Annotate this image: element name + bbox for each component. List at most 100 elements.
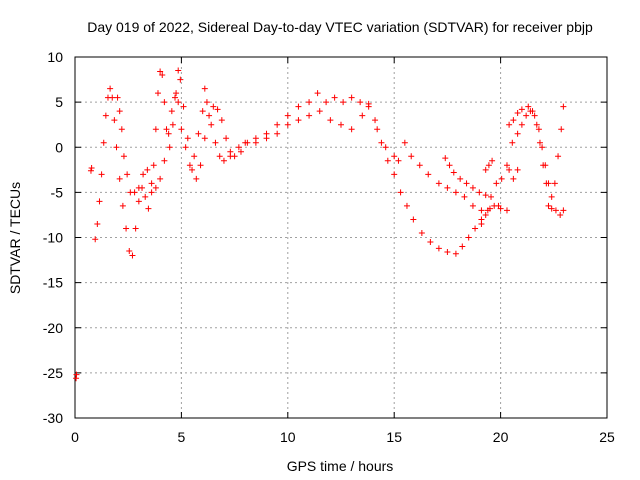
- data-point-marker: [340, 99, 347, 106]
- data-point-marker: [274, 121, 281, 128]
- data-point-marker: [391, 171, 398, 178]
- data-point-marker: [539, 144, 546, 151]
- x-tick-label: 10: [280, 429, 296, 445]
- data-point-marker: [129, 252, 136, 259]
- data-point-marker: [469, 184, 476, 191]
- data-points: [73, 67, 567, 382]
- data-point-marker: [252, 139, 259, 146]
- data-point-marker: [560, 103, 567, 110]
- data-point-marker: [548, 193, 555, 200]
- data-point-marker: [94, 220, 101, 227]
- data-point-marker: [331, 94, 338, 101]
- data-point-marker: [442, 155, 449, 162]
- data-point-marker: [87, 167, 94, 174]
- series-pass-f: [482, 157, 496, 173]
- data-point-marker: [274, 130, 281, 137]
- data-point-marker: [182, 144, 189, 151]
- data-point-marker: [135, 184, 142, 191]
- data-point-marker: [206, 112, 213, 119]
- series-pass-a: [73, 371, 80, 382]
- data-point-marker: [531, 112, 538, 119]
- series-pass-b: [87, 165, 95, 174]
- data-point-marker: [410, 216, 417, 223]
- data-point-marker: [535, 126, 542, 133]
- data-point-marker: [359, 112, 366, 119]
- data-point-marker: [184, 135, 191, 142]
- data-point-marker: [178, 126, 185, 133]
- data-point-marker: [391, 153, 398, 160]
- data-point-marker: [218, 117, 225, 124]
- series-pass-h: [506, 166, 521, 182]
- data-point-marker: [148, 189, 155, 196]
- data-point-marker: [478, 220, 485, 227]
- data-point-marker: [476, 189, 483, 196]
- data-point-marker: [529, 108, 536, 115]
- data-point-marker: [123, 225, 130, 232]
- data-point-marker: [469, 202, 476, 209]
- data-point-marker: [201, 135, 208, 142]
- data-point-marker: [242, 139, 249, 146]
- data-point-marker: [446, 162, 453, 169]
- axis-ticks: 0 5 10 15 20 25 -30 -25 -20 -15 -10 -5 0 5 10: [43, 49, 615, 445]
- grid: [75, 57, 607, 418]
- data-point-marker: [348, 94, 355, 101]
- data-point-marker: [401, 139, 408, 146]
- data-point-marker: [397, 189, 404, 196]
- data-point-marker: [489, 157, 496, 164]
- data-point-marker: [88, 165, 95, 172]
- data-point-marker: [435, 245, 442, 252]
- data-point-marker: [116, 108, 123, 115]
- data-point-marker: [165, 130, 172, 137]
- data-point-marker: [314, 90, 321, 97]
- data-point-marker: [338, 121, 344, 128]
- data-point-marker: [284, 112, 291, 119]
- data-point-marker: [73, 371, 80, 378]
- series-pass-i: [506, 103, 567, 218]
- data-point-marker: [509, 139, 516, 146]
- data-point-marker: [384, 157, 391, 164]
- data-point-marker: [154, 90, 161, 97]
- data-point-marker: [506, 121, 513, 128]
- data-point-marker: [548, 205, 555, 212]
- data-point-marker: [169, 121, 176, 128]
- data-point-marker: [214, 106, 221, 113]
- data-point-marker: [525, 103, 532, 110]
- data-point-marker: [168, 108, 175, 115]
- data-point-marker: [536, 139, 543, 146]
- data-point-marker: [518, 106, 525, 113]
- data-point-marker: [199, 108, 206, 115]
- data-point-marker: [150, 162, 157, 169]
- data-point-marker: [365, 103, 372, 110]
- data-point-marker: [488, 193, 495, 200]
- data-point-marker: [107, 85, 114, 92]
- data-point-marker: [503, 162, 510, 169]
- y-tick-label: 10: [47, 49, 63, 65]
- data-point-marker: [533, 121, 540, 128]
- x-tick-label: 20: [493, 429, 509, 445]
- data-point-marker: [403, 202, 410, 209]
- data-point-marker: [461, 193, 468, 200]
- data-point-marker: [382, 144, 389, 151]
- data-point-marker: [306, 99, 313, 106]
- data-point-marker: [452, 250, 459, 257]
- data-point-marker: [348, 126, 355, 133]
- data-point-marker: [510, 117, 517, 124]
- data-point-marker: [452, 189, 459, 196]
- data-point-marker: [450, 169, 457, 176]
- data-point-marker: [172, 94, 179, 101]
- data-point-marker: [552, 207, 559, 214]
- data-point-marker: [132, 225, 139, 232]
- data-point-marker: [558, 126, 565, 133]
- data-point-marker: [161, 99, 168, 106]
- data-point-marker: [557, 211, 564, 218]
- data-point-marker: [306, 112, 313, 119]
- data-point-marker: [98, 171, 105, 178]
- data-point-marker: [212, 139, 219, 146]
- data-point-marker: [284, 121, 291, 128]
- data-point-marker: [482, 166, 489, 173]
- data-point-marker: [102, 112, 109, 119]
- data-point-marker: [197, 162, 204, 169]
- data-point-marker: [472, 225, 479, 232]
- data-point-marker: [186, 162, 193, 169]
